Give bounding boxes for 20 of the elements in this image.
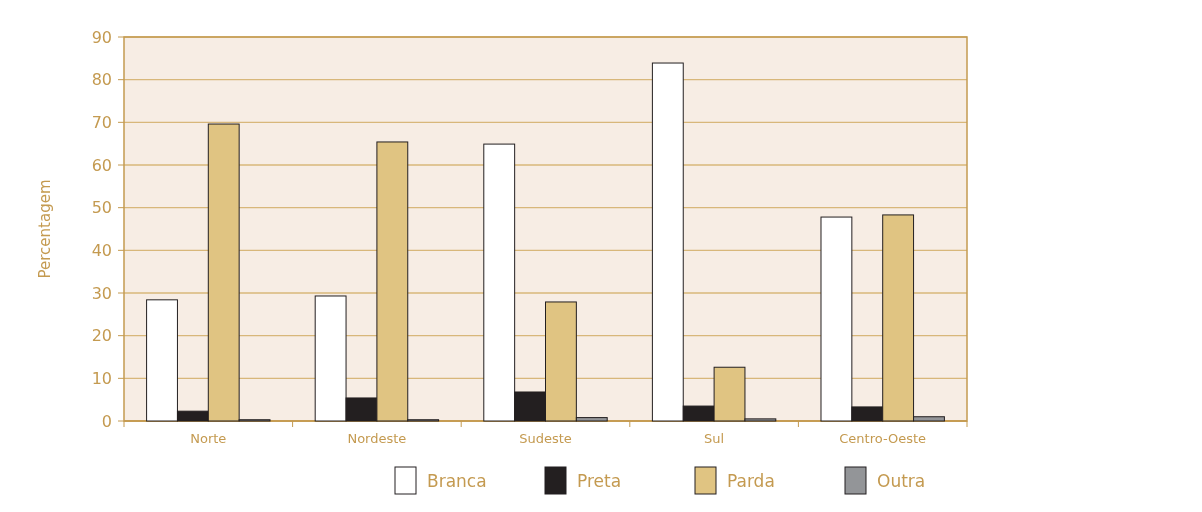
x-tick-label: Sul xyxy=(704,431,725,446)
legend-label: Parda xyxy=(727,470,775,491)
legend-label: Branca xyxy=(427,470,487,491)
legend-label: Outra xyxy=(877,470,926,491)
y-tick-label: 80 xyxy=(91,70,112,90)
y-tick-label: 40 xyxy=(91,240,112,260)
y-tick-label: 10 xyxy=(91,368,112,388)
y-tick-label: 30 xyxy=(91,283,112,303)
x-tick-label: Nordeste xyxy=(347,431,407,446)
x-tick-label: Centro-Oeste xyxy=(839,431,927,446)
y-tick-label: 50 xyxy=(91,198,112,218)
legend-label: Preta xyxy=(577,470,622,491)
y-tick-label: 0 xyxy=(101,411,112,431)
y-tick-label: 20 xyxy=(91,326,112,346)
y-tick-label: 60 xyxy=(91,155,112,175)
y-tick-label: 90 xyxy=(91,27,112,47)
y-axis-title: Percentagem xyxy=(36,179,54,279)
y-tick-label: 70 xyxy=(91,112,112,132)
x-tick-label: Norte xyxy=(190,431,227,446)
x-tick-label: Sudeste xyxy=(519,431,572,446)
